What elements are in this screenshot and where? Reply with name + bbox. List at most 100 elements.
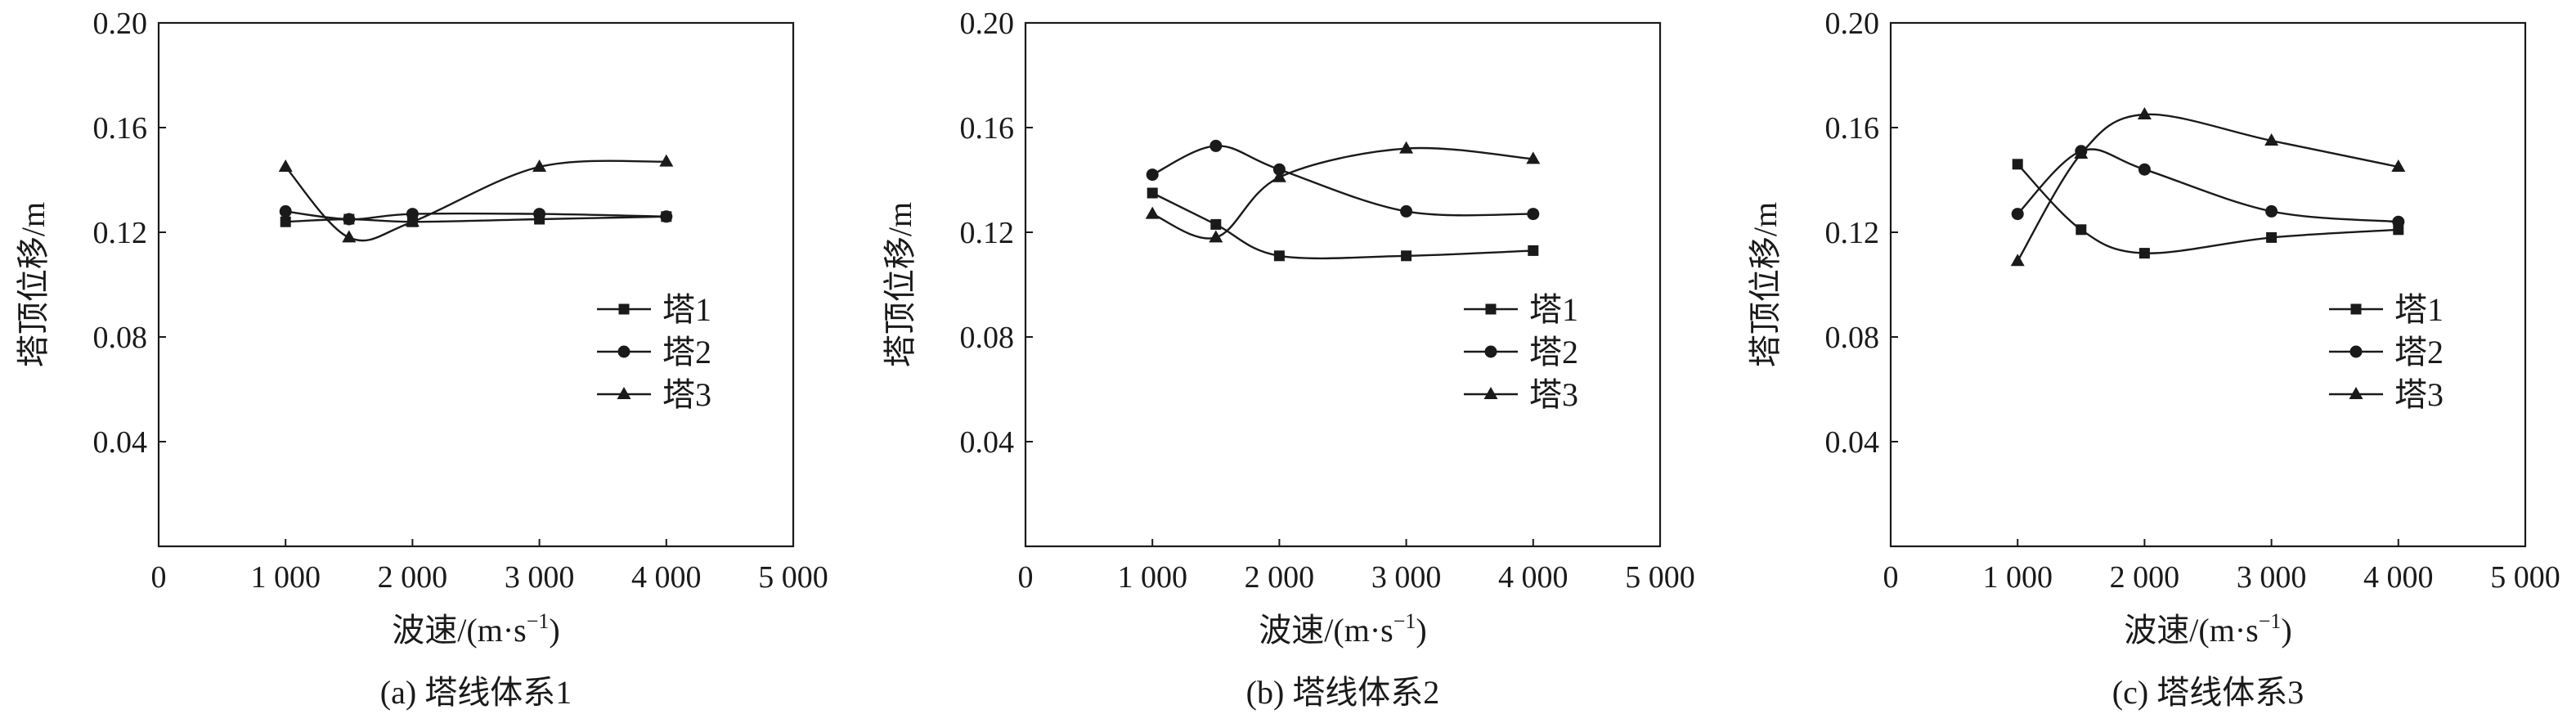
legend-marker-square [618,303,630,315]
legend-marker-circle [1484,345,1497,358]
legend-label: 塔1 [2394,291,2444,328]
data-point-square [2266,231,2278,243]
x-tick-label: 0 [151,560,167,595]
x-tick-label: 2 000 [378,560,448,595]
series-line-3 [285,159,666,242]
data-point-circle [1272,163,1286,176]
data-point-triangle [405,214,420,227]
x-tick-label: 4 000 [1498,560,1568,595]
x-tick-label: 3 000 [2237,560,2307,595]
panel-caption: (a) 塔线体系1 [380,674,572,711]
plot-frame [157,21,795,548]
data-point-triangle [2137,107,2152,119]
y-tick-label: 0.20 [1825,7,1880,41]
x-tick-label: 3 000 [1371,560,1442,595]
y-tick-label: 0.16 [93,111,148,146]
chart-panel-3: 0 1 000 2 000 3 000 4 000 5 000 0.04 0.08 0.12 0.… [1747,7,2560,711]
x-tick-label: 2 000 [2110,560,2180,595]
x-tick-label: 4 000 [631,560,702,595]
data-point-circle [279,204,292,218]
legend-label: 塔1 [1529,291,1578,328]
data-point-triangle [1145,206,1160,219]
series-line-1 [1151,191,1533,260]
data-point-circle [2392,215,2405,228]
plot-frame [1024,21,1662,548]
x-axis-label: 波速/(m·s−1) [392,609,559,649]
data-point-circle [1209,139,1223,152]
legend-marker-triangle [617,387,631,399]
legend-marker-triangle [2349,387,2363,399]
data-point-circle [1146,168,1159,182]
data-point-square [2012,159,2023,170]
data-point-circle [2265,204,2278,218]
x-axis-label: 波速/(m·s−1) [2124,609,2291,649]
y-tick-label: 0.08 [93,321,148,355]
data-point-circle [343,213,356,226]
data-point-triangle [2264,133,2279,146]
y-tick-label: 0.12 [960,216,1015,250]
x-tick-label: 0 [1018,560,1034,595]
data-point-square [280,216,291,227]
legend-label: 塔2 [1529,334,1578,370]
data-point-circle [533,208,546,221]
x-tick-label: 4 000 [2363,560,2434,595]
legend-label: 塔2 [662,334,711,370]
plot-frame [1889,21,2527,548]
x-tick-label: 0 [1883,560,1899,595]
y-tick-label: 0.20 [93,7,148,41]
y-tick-label: 0.08 [1825,321,1880,355]
y-tick-label: 0.04 [1825,425,1880,460]
data-point-triangle [342,230,357,243]
y-tick-label: 0.16 [960,111,1015,146]
series-line-3 [1151,146,1533,240]
x-tick-label: 3 000 [505,560,575,595]
data-point-triangle [2074,146,2089,159]
y-tick-label: 0.16 [1825,111,1880,146]
data-point-square [1273,250,1285,262]
data-point-triangle [2010,254,2025,267]
data-point-circle [1527,208,1540,221]
y-axis-label: 塔顶位移/m [882,202,918,367]
x-tick-label: 5 000 [758,560,828,595]
data-point-square [1210,218,1222,230]
y-tick-label: 0.12 [93,216,148,250]
x-axis-label: 波速/(m·s−1) [1259,609,1426,649]
data-point-square [2076,224,2087,236]
y-tick-label: 0.04 [960,425,1015,460]
y-tick-label: 0.04 [93,425,148,460]
data-point-circle [1400,204,1413,218]
series-line-3 [2017,113,2399,262]
y-axis-label: 塔顶位移/m [1747,202,1784,367]
data-point-triangle [2391,159,2406,172]
data-point-triangle [1399,141,1414,154]
data-point-circle [406,208,419,221]
data-point-square [2138,248,2150,259]
legend-marker-circle [617,345,631,358]
panel-caption: (c) 塔线体系3 [2112,674,2304,711]
legend-label: 塔3 [1529,376,1578,413]
y-axis-label: 塔顶位移/m [15,202,52,367]
legend-marker-circle [2349,345,2363,358]
x-tick-label: 5 000 [2490,560,2560,595]
legend-label: 塔3 [2394,376,2444,413]
series-line-2 [2017,148,2399,223]
y-tick-label: 0.12 [1825,216,1880,250]
x-tick-label: 1 000 [1117,560,1187,595]
data-point-triangle [1526,151,1541,164]
x-tick-label: 5 000 [1625,560,1695,595]
data-point-square [1401,250,1412,262]
series-line-1 [2017,163,2399,254]
chart-panel-2: 0 1 000 2 000 3 000 4 000 5 000 0.04 0.08 0.12 0.… [882,7,1695,711]
series-line-2 [1151,145,1533,217]
chart-panel-1: 0 1 000 2 000 3 000 4 000 5 000 0.04 0.08 0.12 0.… [15,7,828,711]
data-point-circle [2138,163,2151,176]
legend-marker-square [1485,303,1497,315]
legend-label: 塔1 [662,291,711,328]
panel-caption: (b) 塔线体系2 [1246,674,1440,711]
data-point-square [1147,187,1158,199]
y-tick-label: 0.08 [960,321,1015,355]
data-point-triangle [532,159,547,172]
data-point-triangle [1272,169,1286,182]
legend-marker-square [2350,303,2362,315]
